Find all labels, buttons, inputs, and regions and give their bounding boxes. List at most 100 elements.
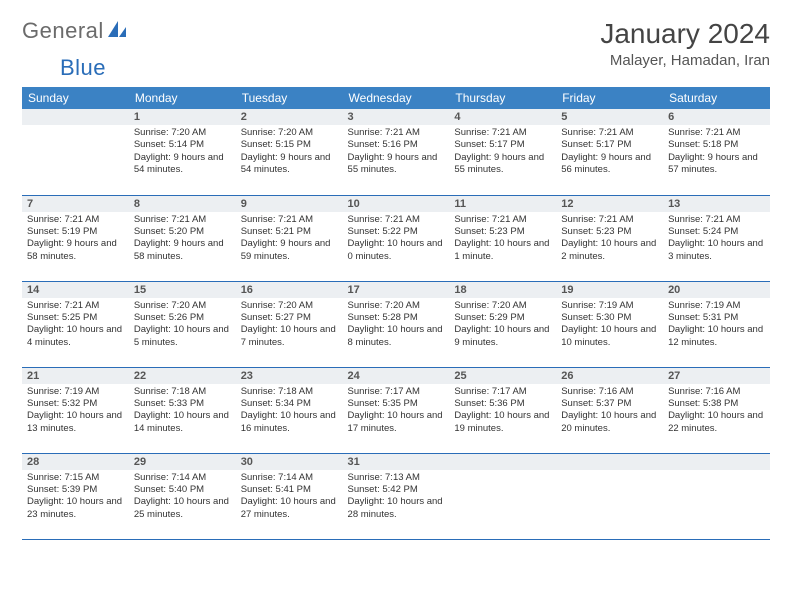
day-details: Sunrise: 7:21 AMSunset: 5:25 PMDaylight:… xyxy=(22,298,129,353)
day-number: 29 xyxy=(129,454,236,470)
sunset-text: Sunset: 5:24 PM xyxy=(668,226,765,238)
daylight-text: Daylight: 10 hours and 5 minutes. xyxy=(134,324,231,349)
sunrise-text: Sunrise: 7:20 AM xyxy=(241,127,338,139)
day-details: Sunrise: 7:21 AMSunset: 5:17 PMDaylight:… xyxy=(556,125,663,180)
calendar-cell: 27Sunrise: 7:16 AMSunset: 5:38 PMDayligh… xyxy=(663,367,770,453)
daylight-text: Daylight: 9 hours and 56 minutes. xyxy=(561,152,658,177)
sunset-text: Sunset: 5:17 PM xyxy=(561,139,658,151)
sunrise-text: Sunrise: 7:18 AM xyxy=(134,386,231,398)
day-details: Sunrise: 7:20 AMSunset: 5:26 PMDaylight:… xyxy=(129,298,236,353)
sunset-text: Sunset: 5:34 PM xyxy=(241,398,338,410)
day-number: 27 xyxy=(663,368,770,384)
sunset-text: Sunset: 5:23 PM xyxy=(454,226,551,238)
daylight-text: Daylight: 9 hours and 54 minutes. xyxy=(134,152,231,177)
sunset-text: Sunset: 5:30 PM xyxy=(561,312,658,324)
sunset-text: Sunset: 5:37 PM xyxy=(561,398,658,410)
sunset-text: Sunset: 5:22 PM xyxy=(348,226,445,238)
sunrise-text: Sunrise: 7:20 AM xyxy=(134,300,231,312)
daylight-text: Daylight: 9 hours and 54 minutes. xyxy=(241,152,338,177)
day-number: 12 xyxy=(556,196,663,212)
day-details: Sunrise: 7:20 AMSunset: 5:15 PMDaylight:… xyxy=(236,125,343,180)
month-title: January 2024 xyxy=(600,18,770,50)
day-details: Sunrise: 7:20 AMSunset: 5:14 PMDaylight:… xyxy=(129,125,236,180)
day-number-empty xyxy=(663,454,770,470)
sunrise-text: Sunrise: 7:19 AM xyxy=(561,300,658,312)
calendar-cell: 13Sunrise: 7:21 AMSunset: 5:24 PMDayligh… xyxy=(663,195,770,281)
day-details: Sunrise: 7:21 AMSunset: 5:20 PMDaylight:… xyxy=(129,212,236,267)
calendar-cell: 14Sunrise: 7:21 AMSunset: 5:25 PMDayligh… xyxy=(22,281,129,367)
day-number: 14 xyxy=(22,282,129,298)
daylight-text: Daylight: 10 hours and 7 minutes. xyxy=(241,324,338,349)
calendar-cell: 30Sunrise: 7:14 AMSunset: 5:41 PMDayligh… xyxy=(236,453,343,539)
day-number-empty xyxy=(449,454,556,470)
sunset-text: Sunset: 5:25 PM xyxy=(27,312,124,324)
sunset-text: Sunset: 5:21 PM xyxy=(241,226,338,238)
daylight-text: Daylight: 10 hours and 0 minutes. xyxy=(348,238,445,263)
sunrise-text: Sunrise: 7:14 AM xyxy=(134,472,231,484)
sunrise-text: Sunrise: 7:16 AM xyxy=(561,386,658,398)
day-details: Sunrise: 7:21 AMSunset: 5:24 PMDaylight:… xyxy=(663,212,770,267)
daylight-text: Daylight: 10 hours and 16 minutes. xyxy=(241,410,338,435)
calendar-table: SundayMondayTuesdayWednesdayThursdayFrid… xyxy=(22,87,770,540)
day-details: Sunrise: 7:13 AMSunset: 5:42 PMDaylight:… xyxy=(343,470,450,525)
daylight-text: Daylight: 9 hours and 58 minutes. xyxy=(134,238,231,263)
sunrise-text: Sunrise: 7:21 AM xyxy=(348,214,445,226)
day-details: Sunrise: 7:17 AMSunset: 5:36 PMDaylight:… xyxy=(449,384,556,439)
sunrise-text: Sunrise: 7:19 AM xyxy=(27,386,124,398)
sunset-text: Sunset: 5:26 PM xyxy=(134,312,231,324)
sunrise-text: Sunrise: 7:20 AM xyxy=(348,300,445,312)
weekday-header: Saturday xyxy=(663,87,770,109)
calendar-cell: 25Sunrise: 7:17 AMSunset: 5:36 PMDayligh… xyxy=(449,367,556,453)
daylight-text: Daylight: 9 hours and 59 minutes. xyxy=(241,238,338,263)
sunrise-text: Sunrise: 7:17 AM xyxy=(348,386,445,398)
sunset-text: Sunset: 5:18 PM xyxy=(668,139,765,151)
sunrise-text: Sunrise: 7:21 AM xyxy=(241,214,338,226)
sunrise-text: Sunrise: 7:20 AM xyxy=(241,300,338,312)
daylight-text: Daylight: 10 hours and 14 minutes. xyxy=(134,410,231,435)
daylight-text: Daylight: 10 hours and 28 minutes. xyxy=(348,496,445,521)
sunset-text: Sunset: 5:16 PM xyxy=(348,139,445,151)
day-details: Sunrise: 7:15 AMSunset: 5:39 PMDaylight:… xyxy=(22,470,129,525)
calendar-cell: 20Sunrise: 7:19 AMSunset: 5:31 PMDayligh… xyxy=(663,281,770,367)
day-number: 15 xyxy=(129,282,236,298)
day-number: 5 xyxy=(556,109,663,125)
sunset-text: Sunset: 5:29 PM xyxy=(454,312,551,324)
calendar-cell: 24Sunrise: 7:17 AMSunset: 5:35 PMDayligh… xyxy=(343,367,450,453)
sunset-text: Sunset: 5:17 PM xyxy=(454,139,551,151)
calendar-body: 1Sunrise: 7:20 AMSunset: 5:14 PMDaylight… xyxy=(22,109,770,539)
sunrise-text: Sunrise: 7:20 AM xyxy=(454,300,551,312)
day-details: Sunrise: 7:21 AMSunset: 5:18 PMDaylight:… xyxy=(663,125,770,180)
daylight-text: Daylight: 10 hours and 19 minutes. xyxy=(454,410,551,435)
day-details: Sunrise: 7:20 AMSunset: 5:27 PMDaylight:… xyxy=(236,298,343,353)
day-number: 19 xyxy=(556,282,663,298)
daylight-text: Daylight: 10 hours and 25 minutes. xyxy=(134,496,231,521)
sunrise-text: Sunrise: 7:21 AM xyxy=(561,127,658,139)
day-details: Sunrise: 7:14 AMSunset: 5:40 PMDaylight:… xyxy=(129,470,236,525)
day-details: Sunrise: 7:21 AMSunset: 5:23 PMDaylight:… xyxy=(556,212,663,267)
sunrise-text: Sunrise: 7:21 AM xyxy=(668,127,765,139)
daylight-text: Daylight: 10 hours and 23 minutes. xyxy=(27,496,124,521)
day-number: 8 xyxy=(129,196,236,212)
day-number: 3 xyxy=(343,109,450,125)
day-number: 10 xyxy=(343,196,450,212)
calendar-cell: 8Sunrise: 7:21 AMSunset: 5:20 PMDaylight… xyxy=(129,195,236,281)
sunset-text: Sunset: 5:36 PM xyxy=(454,398,551,410)
daylight-text: Daylight: 10 hours and 3 minutes. xyxy=(668,238,765,263)
day-details: Sunrise: 7:19 AMSunset: 5:30 PMDaylight:… xyxy=(556,298,663,353)
sunset-text: Sunset: 5:42 PM xyxy=(348,484,445,496)
weekday-header: Sunday xyxy=(22,87,129,109)
day-details: Sunrise: 7:20 AMSunset: 5:29 PMDaylight:… xyxy=(449,298,556,353)
calendar-cell: 28Sunrise: 7:15 AMSunset: 5:39 PMDayligh… xyxy=(22,453,129,539)
day-number: 2 xyxy=(236,109,343,125)
day-number-empty xyxy=(556,454,663,470)
sunrise-text: Sunrise: 7:14 AM xyxy=(241,472,338,484)
sunrise-text: Sunrise: 7:16 AM xyxy=(668,386,765,398)
day-number: 31 xyxy=(343,454,450,470)
sunrise-text: Sunrise: 7:21 AM xyxy=(561,214,658,226)
sunrise-text: Sunrise: 7:21 AM xyxy=(348,127,445,139)
day-details: Sunrise: 7:21 AMSunset: 5:22 PMDaylight:… xyxy=(343,212,450,267)
day-details: Sunrise: 7:19 AMSunset: 5:31 PMDaylight:… xyxy=(663,298,770,353)
daylight-text: Daylight: 10 hours and 20 minutes. xyxy=(561,410,658,435)
daylight-text: Daylight: 9 hours and 55 minutes. xyxy=(454,152,551,177)
day-number: 21 xyxy=(22,368,129,384)
